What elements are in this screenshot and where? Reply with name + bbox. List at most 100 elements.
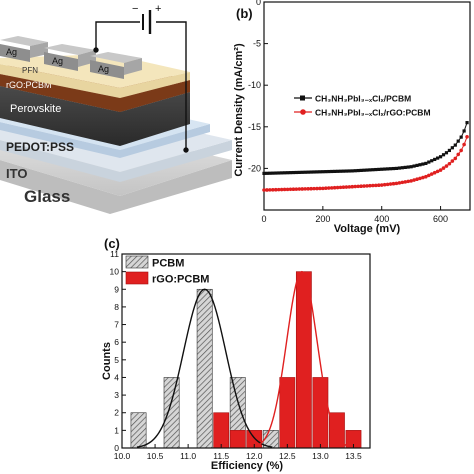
hist-y-tick-label: 8 (114, 302, 119, 312)
jv-point-pcbm (415, 163, 419, 168)
jv-point-rgo-pcbm (441, 166, 446, 170)
jv-point-pcbm (283, 171, 287, 175)
jv-point-pcbm (447, 148, 451, 153)
jv-point-rgo-pcbm (347, 185, 352, 189)
jv-point-rgo-pcbm (435, 169, 440, 174)
jv-point-rgo-pcbm (415, 177, 419, 182)
hist-legend-swatch (125, 271, 149, 285)
hist-x-tick-label: 12.5 (279, 451, 296, 461)
jv-point-rgo-pcbm (444, 164, 449, 168)
jv-point-rgo-pcbm (429, 172, 434, 176)
gaussian-fit-rgo-pcbm (253, 270, 351, 448)
jv-x-tick-label: 200 (315, 214, 330, 224)
jv-point-pcbm (294, 170, 298, 175)
pcbm-bar (196, 288, 213, 449)
hist-y-tick-label: 10 (110, 267, 120, 277)
jv-point-rgo-pcbm (279, 187, 284, 192)
jv-point-rgo-pcbm (276, 187, 281, 192)
hist-y-tick-label: 5 (114, 355, 119, 365)
jv-point-pcbm (309, 170, 313, 174)
jv-point-rgo-pcbm (335, 185, 340, 190)
jv-y-tick-label: -20 (248, 163, 261, 173)
jv-point-rgo-pcbm (324, 186, 328, 191)
jv-point-pcbm (306, 170, 310, 174)
jv-point-rgo-pcbm (365, 184, 369, 188)
jv-point-pcbm (397, 166, 401, 170)
jv-point-rgo-pcbm (282, 187, 287, 192)
hist-y-tick-label: 2 (114, 408, 119, 418)
jv-point-pcbm (285, 171, 290, 175)
jv-point-rgo-pcbm (273, 187, 278, 192)
rgo-pcbm-bar (229, 430, 246, 449)
jv-point-rgo-pcbm (427, 173, 431, 178)
jv-chart: (b) Current Density (mA/cm²) Voltage (mV… (233, 0, 471, 235)
jv-point-rgo-pcbm (309, 186, 313, 191)
jv-point-rgo-pcbm (332, 185, 337, 190)
jv-point-pcbm (335, 169, 340, 173)
jv-point-pcbm (368, 168, 372, 172)
jv-point-pcbm (327, 169, 331, 174)
jv-point-pcbm (403, 165, 407, 170)
jv-point-pcbm (436, 156, 440, 160)
hist-legend-swatch (125, 255, 149, 269)
jv-point-rgo-pcbm (453, 156, 458, 161)
jv-legend-label: CH₃NH₃PbI₃₋ₓClₓ/rGO:PCBM (315, 108, 431, 118)
jv-point-pcbm (291, 170, 296, 175)
jv-series-line (263, 136, 468, 191)
jv-point-rgo-pcbm (359, 184, 363, 189)
jv-legend-marker (300, 95, 305, 101)
hist-plot-frame (121, 253, 371, 449)
perovskite-label: Perovskite (10, 103, 61, 115)
jv-point-rgo-pcbm (353, 184, 358, 189)
jv-point-rgo-pcbm (432, 170, 437, 175)
hist-y-tick-label: 11 (110, 249, 119, 259)
jv-point-pcbm (450, 146, 454, 150)
hist-y-tick-label: 9 (114, 284, 119, 294)
hist-y-tick-label: 4 (114, 372, 119, 382)
jv-point-rgo-pcbm (376, 183, 381, 188)
jv-point-rgo-pcbm (456, 152, 461, 157)
jv-point-rgo-pcbm (362, 184, 366, 188)
jv-series-line (263, 122, 468, 174)
jv-y-tick-label: -10 (248, 80, 261, 90)
hist-x-tick-label: 10.0 (114, 451, 131, 461)
jv-point-rgo-pcbm (294, 187, 299, 191)
jv-point-pcbm (427, 160, 431, 164)
jv-point-rgo-pcbm (459, 148, 463, 153)
jv-point-rgo-pcbm (306, 186, 310, 191)
jv-point-pcbm (391, 166, 396, 171)
jv-point-pcbm (456, 139, 460, 143)
hist-x-tick-label: 10.5 (147, 451, 164, 461)
hist-legend-label: PCBM (152, 258, 184, 270)
rgo-pcbm-bar (312, 377, 329, 449)
hist-x-tick-label: 11.0 (180, 451, 196, 461)
jv-point-rgo-pcbm (326, 186, 331, 190)
jv-point-pcbm (383, 167, 387, 171)
panel-b-label: (b) (236, 6, 253, 21)
jv-point-pcbm (315, 170, 319, 174)
jv-point-rgo-pcbm (465, 134, 469, 139)
hist-x-tick-label: 12.0 (246, 451, 263, 461)
jv-point-pcbm (453, 143, 457, 147)
hist-y-tick-label: 3 (114, 390, 119, 400)
ag-electrodes: Ag Ag Ag (0, 36, 142, 79)
jv-point-pcbm (344, 169, 348, 173)
jv-point-rgo-pcbm (379, 183, 384, 187)
hist-x-tick-label: 13.0 (312, 451, 329, 461)
jv-point-rgo-pcbm (312, 186, 316, 191)
jv-point-rgo-pcbm (371, 183, 375, 188)
jv-point-pcbm (347, 169, 351, 173)
jv-point-rgo-pcbm (368, 183, 372, 188)
jv-point-pcbm (462, 129, 466, 133)
jv-point-pcbm (318, 170, 322, 174)
jv-point-pcbm (277, 171, 281, 175)
glass-label: Glass (24, 187, 70, 206)
jv-point-pcbm (271, 171, 275, 175)
jv-point-pcbm (265, 171, 269, 175)
jv-point-pcbm (371, 168, 375, 172)
jv-point-pcbm (288, 171, 293, 175)
jv-point-rgo-pcbm (291, 187, 296, 191)
jv-point-pcbm (324, 170, 328, 174)
efficiency-histogram: (c) Counts Efficiency (%) 10.0 10.5 11.0 11… (101, 236, 371, 472)
jv-point-pcbm (459, 135, 463, 139)
